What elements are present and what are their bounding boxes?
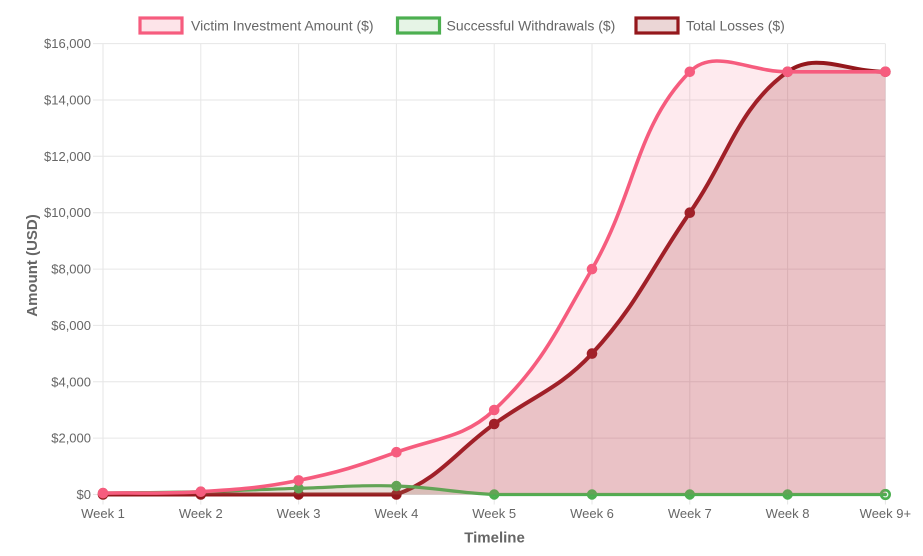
svg-text:$6,000: $6,000	[51, 318, 91, 333]
svg-text:Week 6: Week 6	[570, 506, 614, 521]
svg-text:$4,000: $4,000	[51, 374, 91, 389]
svg-text:Victim Investment Amount ($): Victim Investment Amount ($)	[191, 18, 374, 34]
svg-text:$12,000: $12,000	[44, 149, 91, 164]
svg-text:Timeline: Timeline	[464, 530, 525, 547]
svg-text:$14,000: $14,000	[44, 93, 91, 108]
svg-text:Total Losses ($): Total Losses ($)	[686, 18, 785, 34]
svg-text:Week 7: Week 7	[668, 506, 712, 521]
svg-text:Amount (USD): Amount (USD)	[24, 214, 41, 316]
svg-text:Week 9+: Week 9+	[860, 506, 911, 521]
svg-text:Week 4: Week 4	[374, 506, 418, 521]
svg-text:Week 1: Week 1	[81, 506, 125, 521]
svg-text:$0: $0	[77, 487, 91, 502]
svg-text:Successful Withdrawals ($): Successful Withdrawals ($)	[447, 18, 616, 34]
svg-text:Week 5: Week 5	[472, 506, 516, 521]
svg-text:Week 2: Week 2	[179, 506, 223, 521]
svg-text:$10,000: $10,000	[44, 205, 91, 220]
svg-text:$16,000: $16,000	[44, 36, 91, 51]
svg-text:$2,000: $2,000	[51, 431, 91, 446]
svg-text:Week 3: Week 3	[277, 506, 321, 521]
svg-text:Week 8: Week 8	[766, 506, 810, 521]
svg-text:$8,000: $8,000	[51, 262, 91, 277]
